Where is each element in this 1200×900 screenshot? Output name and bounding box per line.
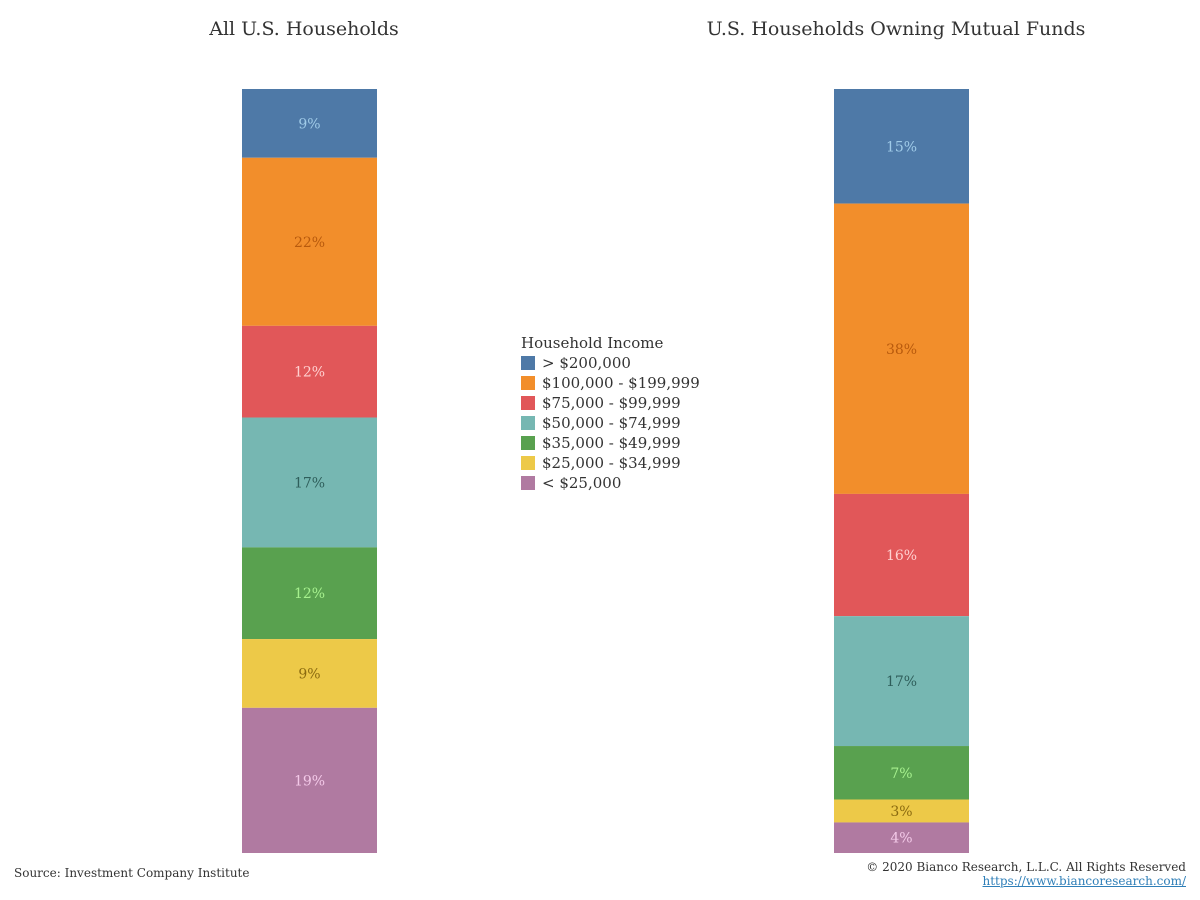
bar-segment (834, 493, 969, 617)
bar-segment (834, 822, 969, 853)
data-label: 19% (294, 773, 325, 789)
legend-label: > $200,000 (542, 354, 631, 372)
legend-label: $25,000 - $34,999 (542, 454, 681, 472)
legend-item: $35,000 - $49,999 (521, 433, 700, 453)
legend-item: < $25,000 (521, 473, 700, 493)
data-label: 4% (890, 831, 912, 847)
chart-title-mutual-fund-households: U.S. Households Owning Mutual Funds (706, 18, 1086, 40)
legend-swatch (521, 356, 535, 370)
legend-item: $100,000 - $199,999 (521, 373, 700, 393)
legend-swatch (521, 476, 535, 490)
bar-segment (242, 157, 377, 326)
legend: Household Income > $200,000 $100,000 - $1… (521, 334, 700, 493)
legend-label: $75,000 - $99,999 (542, 394, 681, 412)
bar-segment (834, 203, 969, 494)
bar-segment (242, 89, 377, 158)
bar-segment (242, 707, 377, 853)
bar-segment (834, 746, 969, 800)
data-label: 12% (294, 586, 325, 602)
bar-segment (242, 547, 377, 640)
data-label: 38% (886, 342, 917, 358)
website-link[interactable]: https://www.biancoresearch.com/ (982, 874, 1186, 888)
legend-label: < $25,000 (542, 474, 622, 492)
legend-label: $100,000 - $199,999 (542, 374, 700, 392)
data-label: 9% (298, 666, 320, 682)
data-label: 12% (294, 365, 325, 381)
legend-swatch (521, 396, 535, 410)
data-label: 17% (294, 475, 325, 491)
bar-segment (242, 325, 377, 418)
bar-segment (834, 89, 969, 204)
legend-swatch (521, 456, 535, 470)
legend-item: $75,000 - $99,999 (521, 393, 700, 413)
bar-segment (834, 616, 969, 747)
chart-title-all-households: All U.S. Households (209, 18, 399, 40)
legend-title: Household Income (521, 334, 664, 352)
data-label: 7% (890, 766, 912, 782)
data-label: 9% (298, 116, 320, 132)
data-label: 22% (294, 235, 325, 251)
data-label: 15% (886, 139, 917, 155)
copyright-text: © 2020 Bianco Research, L.L.C. All Right… (866, 860, 1186, 874)
footer-credits: © 2020 Bianco Research, L.L.C. All Right… (866, 860, 1186, 888)
legend-swatch (521, 416, 535, 430)
legend-item: $50,000 - $74,999 (521, 413, 700, 433)
bar-segment (242, 417, 377, 548)
legend-swatch (521, 376, 535, 390)
bar-segment (834, 799, 969, 823)
data-label: 3% (890, 804, 912, 820)
data-label: 17% (886, 674, 917, 690)
legend-label: $35,000 - $49,999 (542, 434, 681, 452)
legend-item: $25,000 - $34,999 (521, 453, 700, 473)
legend-label: $50,000 - $74,999 (542, 414, 681, 432)
legend-item: > $200,000 (521, 353, 700, 373)
data-label: 16% (886, 548, 917, 564)
source-note: Source: Investment Company Institute (14, 866, 250, 880)
bar-segment (242, 639, 377, 708)
legend-swatch (521, 436, 535, 450)
